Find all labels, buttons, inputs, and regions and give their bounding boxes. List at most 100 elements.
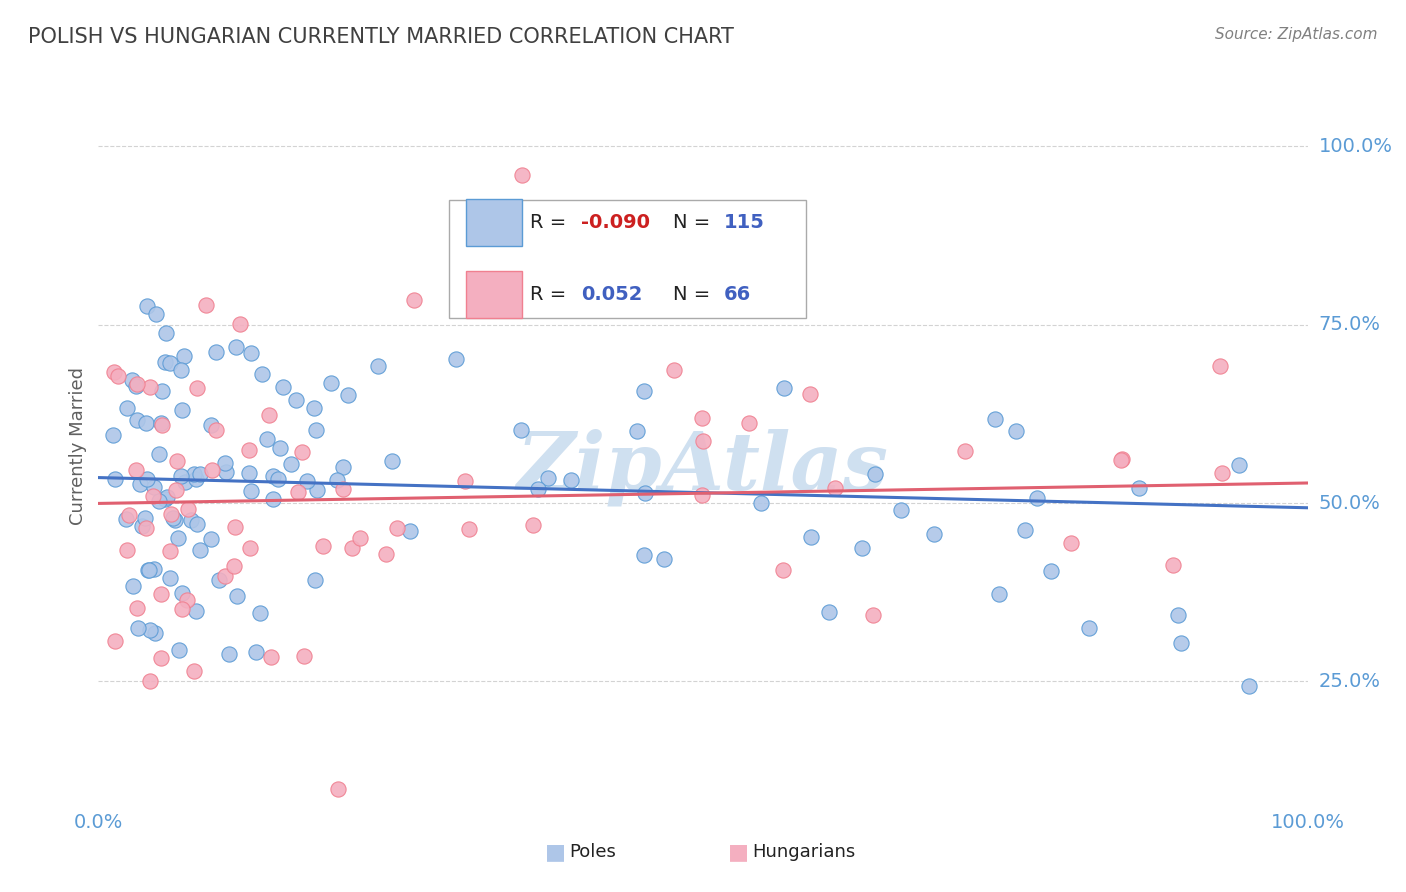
Point — [1014, 523, 1036, 537]
Point — [201, 463, 224, 477]
Point — [170, 586, 193, 600]
Text: 66: 66 — [724, 285, 751, 304]
Point — [273, 380, 295, 394]
Point — [200, 418, 222, 433]
Point — [156, 490, 179, 504]
Point — [174, 475, 197, 489]
Text: Poles: Poles — [569, 843, 616, 861]
Text: 100.0%: 100.0% — [1319, 136, 1393, 156]
Point — [633, 384, 655, 398]
Point — [186, 381, 208, 395]
Point — [1040, 564, 1063, 578]
Point — [160, 507, 183, 521]
Text: Source: ZipAtlas.com: Source: ZipAtlas.com — [1215, 27, 1378, 42]
Point — [402, 293, 425, 307]
Point — [104, 472, 127, 486]
Point — [170, 403, 193, 417]
Point — [188, 467, 211, 482]
Point — [122, 579, 145, 593]
Point — [139, 380, 162, 394]
Point — [138, 563, 160, 577]
Point — [1005, 424, 1028, 438]
Point — [295, 474, 318, 488]
Point — [262, 469, 284, 483]
Point — [125, 601, 148, 615]
Point — [104, 634, 127, 648]
Point — [1109, 453, 1132, 467]
Point — [256, 432, 278, 446]
Point — [229, 318, 252, 332]
Text: ■: ■ — [546, 842, 565, 862]
Point — [134, 510, 156, 524]
Point — [817, 605, 839, 619]
Point — [143, 626, 166, 640]
Point — [159, 356, 181, 370]
Point — [851, 541, 873, 555]
Point — [200, 532, 222, 546]
Text: N =: N = — [672, 213, 716, 232]
Point — [155, 326, 177, 340]
Point — [1128, 481, 1150, 495]
FancyBboxPatch shape — [465, 199, 522, 246]
Point — [633, 485, 655, 500]
Point — [799, 386, 821, 401]
Point — [139, 673, 162, 688]
Point — [238, 466, 260, 480]
Point — [131, 519, 153, 533]
Point — [522, 518, 544, 533]
Point — [176, 593, 198, 607]
Point — [863, 467, 886, 481]
Point — [186, 517, 208, 532]
Point — [145, 307, 167, 321]
Point — [773, 381, 796, 395]
Point — [692, 434, 714, 448]
Point — [1170, 636, 1192, 650]
Point — [340, 541, 363, 556]
Point — [214, 466, 236, 480]
Point — [690, 488, 713, 502]
Point — [136, 472, 159, 486]
Point — [222, 559, 245, 574]
Text: 75.0%: 75.0% — [1319, 315, 1381, 334]
Point — [287, 485, 309, 500]
Point — [690, 410, 713, 425]
Point — [381, 453, 404, 467]
Point — [444, 352, 467, 367]
Point — [170, 602, 193, 616]
Point — [167, 643, 190, 657]
Point — [188, 542, 211, 557]
Point — [1026, 491, 1049, 506]
Point — [153, 492, 176, 507]
Point — [218, 647, 240, 661]
Point — [749, 496, 772, 510]
Point — [269, 441, 291, 455]
Point — [304, 574, 326, 588]
Point — [1209, 359, 1232, 374]
Point — [129, 477, 152, 491]
Point — [652, 552, 675, 566]
Point — [662, 363, 685, 377]
Point — [115, 542, 138, 557]
Point — [267, 472, 290, 486]
Point — [305, 423, 328, 437]
Point — [149, 651, 172, 665]
Point — [240, 346, 263, 360]
Point — [226, 589, 249, 603]
Point — [1077, 621, 1099, 635]
Point — [149, 416, 172, 430]
Point — [337, 388, 360, 402]
Point — [325, 473, 347, 487]
Point — [224, 520, 246, 534]
Point — [173, 349, 195, 363]
Point — [560, 473, 582, 487]
Point — [290, 445, 312, 459]
Point — [321, 376, 343, 390]
Point — [115, 401, 138, 415]
Point — [332, 483, 354, 497]
Point — [1161, 558, 1184, 572]
Point — [159, 571, 181, 585]
Point — [143, 480, 166, 494]
Point — [103, 365, 125, 379]
Point — [1237, 680, 1260, 694]
Point — [107, 368, 129, 383]
